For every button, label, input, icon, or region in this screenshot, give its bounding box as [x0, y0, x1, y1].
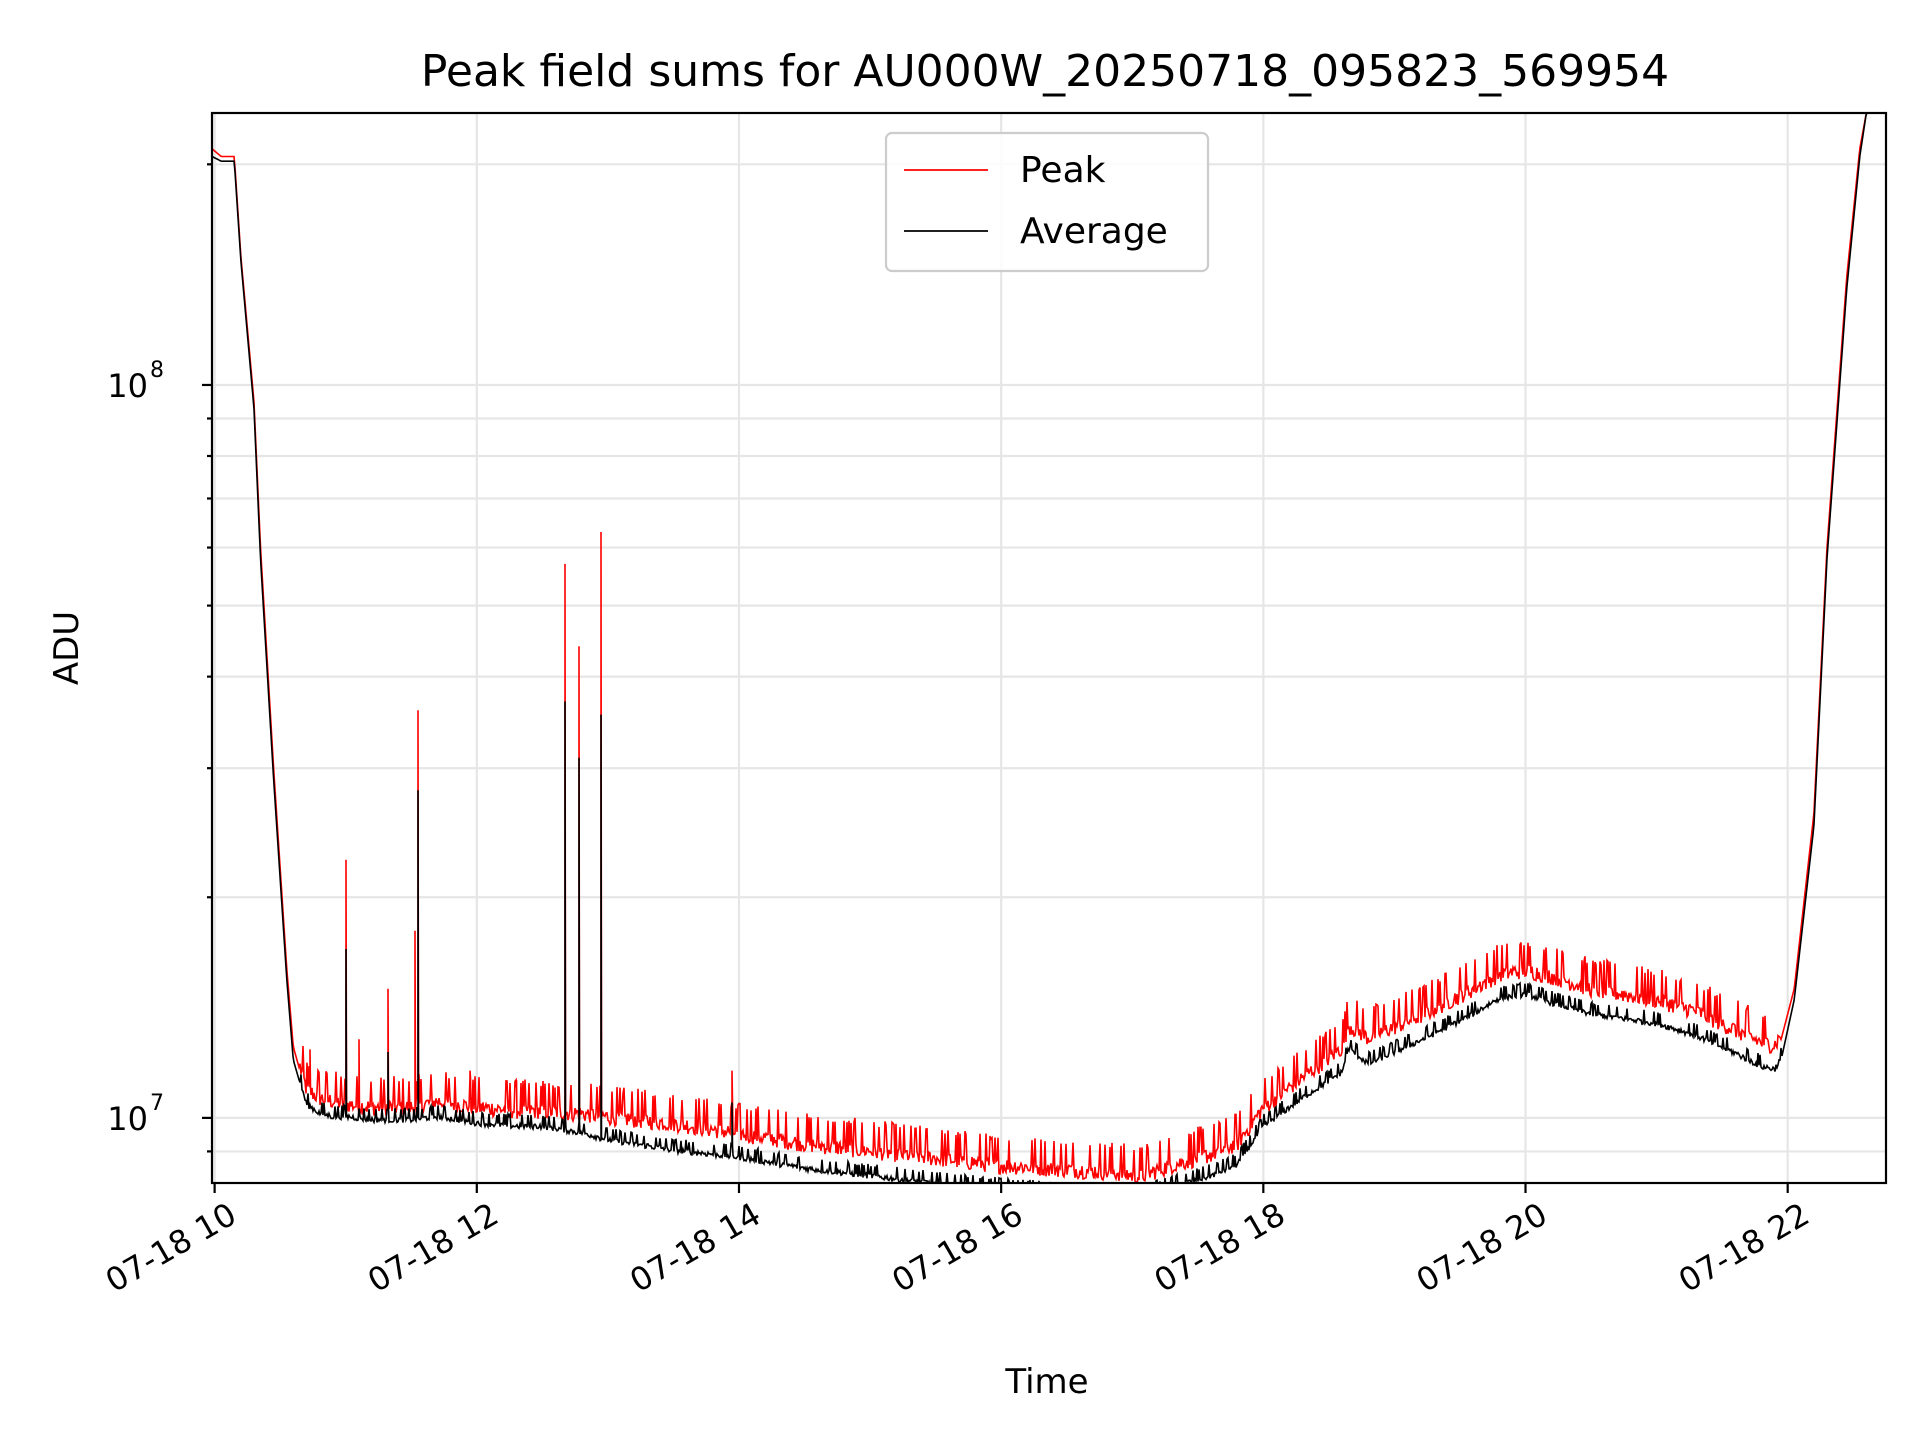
series-line-average	[212, 113, 1886, 1183]
y-tick-label: 10	[107, 367, 148, 405]
y-axis-label: ADU	[47, 611, 87, 685]
legend-frame	[884, 131, 1210, 273]
grid	[212, 113, 1886, 1183]
y-tick-exponent: 8	[150, 358, 164, 383]
series-line-peak	[212, 113, 1886, 1183]
y-tick-label: 10	[107, 1100, 148, 1138]
axes-frame	[210, 111, 1888, 1185]
legend-peak-label: Peak	[1020, 150, 1106, 191]
plot-area	[212, 113, 1886, 1183]
legend: Peak Average	[884, 131, 1210, 273]
x-axis-label: Time	[1004, 1362, 1088, 1402]
legend-average-label: Average	[1020, 211, 1168, 252]
chart-title: Peak field sums for AU000W_20250718_0958…	[421, 46, 1669, 97]
y-tick-exponent: 7	[150, 1091, 164, 1116]
